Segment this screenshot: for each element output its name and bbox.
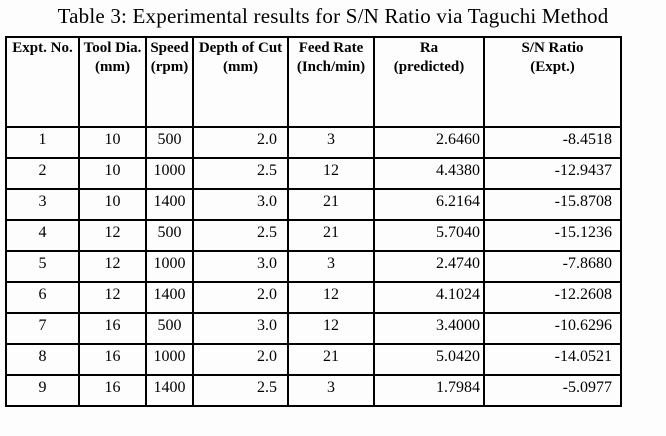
cell-speed: 1000	[145, 343, 194, 376]
cell-depth-of-cut: 2.0	[192, 126, 289, 159]
table-row: 2 10 1000 2.5 12 4.4380 -12.9437	[5, 157, 622, 190]
col-header-sn-ratio: S/N Ratio (Expt.)	[483, 36, 622, 128]
cell-feed-rate: 12	[287, 157, 375, 190]
cell-ra-predicted: 3.4000	[373, 312, 485, 345]
cell-speed: 500	[145, 219, 194, 252]
cell-sn-ratio: -10.6296	[483, 312, 622, 345]
cell-tool-dia: 16	[78, 343, 147, 376]
cell-feed-rate: 12	[287, 281, 375, 314]
cell-expt-no: 9	[5, 374, 80, 407]
cell-depth-of-cut: 2.0	[192, 343, 289, 376]
cell-ra-predicted: 5.0420	[373, 343, 485, 376]
col-header-feed-rate: Feed Rate (Inch/min)	[287, 36, 375, 128]
cell-sn-ratio: -8.4518	[483, 126, 622, 159]
cell-depth-of-cut: 2.5	[192, 219, 289, 252]
cell-expt-no: 7	[5, 312, 80, 345]
cell-ra-predicted: 1.7984	[373, 374, 485, 407]
cell-expt-no: 5	[5, 250, 80, 283]
cell-tool-dia: 12	[78, 250, 147, 283]
cell-depth-of-cut: 2.0	[192, 281, 289, 314]
cell-ra-predicted: 4.4380	[373, 157, 485, 190]
col-header-unit: (mm)	[223, 59, 258, 75]
cell-sn-ratio: -12.2608	[483, 281, 622, 314]
cell-feed-rate: 3	[287, 374, 375, 407]
cell-ra-predicted: 6.2164	[373, 188, 485, 221]
col-header-label: S/N Ratio	[521, 40, 584, 56]
cell-speed: 500	[145, 312, 194, 345]
cell-sn-ratio: -7.8680	[483, 250, 622, 283]
col-header-label: Speed	[150, 40, 189, 56]
table-body: 1 10 500 2.0 3 2.6460 -8.4518 2 10 1000 2.5 12 4.438…	[5, 126, 622, 407]
cell-sn-ratio: -15.1236	[483, 219, 622, 252]
table-row: 3 10 1400 3.0 21 6.2164 -15.8708	[5, 188, 622, 221]
cell-sn-ratio: -14.0521	[483, 343, 622, 376]
col-header-tool-dia: Tool Dia. (mm)	[78, 36, 147, 128]
cell-tool-dia: 12	[78, 219, 147, 252]
cell-speed: 1000	[145, 250, 194, 283]
cell-tool-dia: 10	[78, 188, 147, 221]
cell-tool-dia: 16	[78, 374, 147, 407]
header-row: Expt. No. Tool Dia. (mm) Speed (rpm) Dep…	[5, 36, 622, 128]
table-row: 5 12 1000 3.0 3 2.4740 -7.8680	[5, 250, 622, 283]
cell-depth-of-cut: 2.5	[192, 374, 289, 407]
cell-ra-predicted: 2.4740	[373, 250, 485, 283]
cell-ra-predicted: 5.7040	[373, 219, 485, 252]
col-header-depth-of-cut: Depth of Cut (mm)	[192, 36, 289, 128]
cell-speed: 1400	[145, 281, 194, 314]
col-header-speed: Speed (rpm)	[145, 36, 194, 128]
results-table: Expt. No. Tool Dia. (mm) Speed (rpm) Dep…	[5, 36, 622, 407]
table-row: 9 16 1400 2.5 3 1.7984 -5.0977	[5, 374, 622, 407]
cell-speed: 1400	[145, 374, 194, 407]
cell-expt-no: 3	[5, 188, 80, 221]
col-header-unit: (mm)	[95, 59, 130, 75]
cell-tool-dia: 16	[78, 312, 147, 345]
table-row: 7 16 500 3.0 12 3.4000 -10.6296	[5, 312, 622, 345]
cell-feed-rate: 3	[287, 126, 375, 159]
col-header-unit: (Expt.)	[530, 59, 575, 75]
table-row: 4 12 500 2.5 21 5.7040 -15.1236	[5, 219, 622, 252]
cell-ra-predicted: 2.6460	[373, 126, 485, 159]
col-header-expt-no: Expt. No.	[5, 36, 80, 128]
cell-speed: 1000	[145, 157, 194, 190]
col-header-ra-predicted: Ra (predicted)	[373, 36, 485, 128]
col-header-unit: (predicted)	[393, 59, 465, 75]
cell-tool-dia: 10	[78, 126, 147, 159]
cell-tool-dia: 12	[78, 281, 147, 314]
cell-expt-no: 4	[5, 219, 80, 252]
cell-feed-rate: 21	[287, 219, 375, 252]
cell-expt-no: 8	[5, 343, 80, 376]
cell-expt-no: 2	[5, 157, 80, 190]
col-header-label: Tool Dia.	[83, 40, 142, 56]
cell-feed-rate: 21	[287, 188, 375, 221]
cell-depth-of-cut: 3.0	[192, 250, 289, 283]
cell-ra-predicted: 4.1024	[373, 281, 485, 314]
cell-depth-of-cut: 3.0	[192, 312, 289, 345]
col-header-label: Depth of Cut	[198, 40, 283, 56]
col-header-label: Feed Rate	[298, 40, 364, 56]
table-row: 6 12 1400 2.0 12 4.1024 -12.2608	[5, 281, 622, 314]
col-header-label: Ra	[419, 40, 439, 56]
cell-feed-rate: 12	[287, 312, 375, 345]
col-header-unit: (rpm)	[150, 59, 189, 75]
cell-feed-rate: 3	[287, 250, 375, 283]
cell-feed-rate: 21	[287, 343, 375, 376]
cell-expt-no: 6	[5, 281, 80, 314]
col-header-label: Expt. No.	[12, 40, 73, 56]
cell-speed: 500	[145, 126, 194, 159]
cell-sn-ratio: -15.8708	[483, 188, 622, 221]
table-row: 8 16 1000 2.0 21 5.0420 -14.0521	[5, 343, 622, 376]
table-row: 1 10 500 2.0 3 2.6460 -8.4518	[5, 126, 622, 159]
cell-depth-of-cut: 2.5	[192, 157, 289, 190]
cell-sn-ratio: -5.0977	[483, 374, 622, 407]
table-caption: Table 3: Experimental results for S/N Ra…	[57, 4, 609, 28]
col-header-unit: (Inch/min)	[296, 59, 366, 75]
cell-sn-ratio: -12.9437	[483, 157, 622, 190]
cell-expt-no: 1	[5, 126, 80, 159]
cell-depth-of-cut: 3.0	[192, 188, 289, 221]
cell-tool-dia: 10	[78, 157, 147, 190]
cell-speed: 1400	[145, 188, 194, 221]
